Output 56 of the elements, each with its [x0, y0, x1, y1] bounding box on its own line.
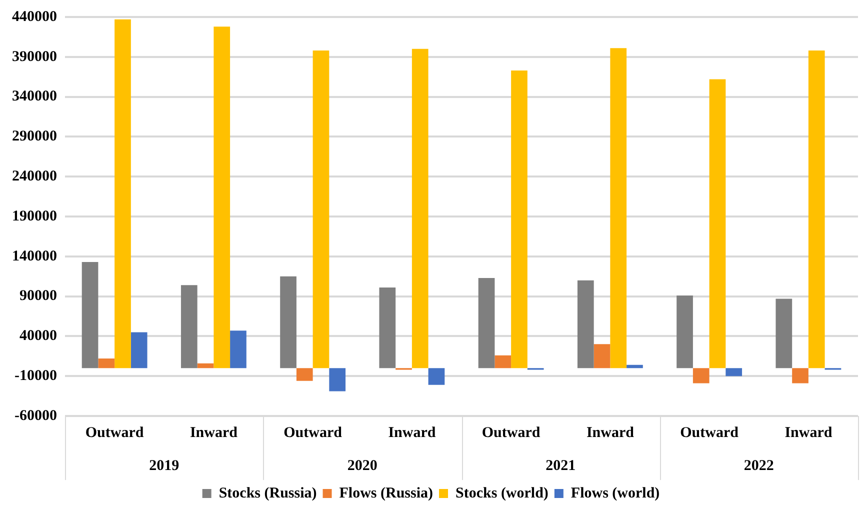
bar [312, 50, 330, 368]
bar [214, 26, 230, 368]
bar [610, 48, 627, 368]
y-tick-label: 440000 [12, 8, 57, 25]
bar [379, 288, 396, 368]
bar [726, 368, 742, 376]
bar [577, 280, 594, 368]
legend-label: Stocks (world) [456, 485, 548, 502]
y-tick-label: 40000 [20, 328, 57, 344]
bar [776, 298, 792, 368]
y-tick-label: -60000 [14, 408, 57, 424]
bar [329, 368, 346, 392]
bar [494, 355, 512, 368]
bar [808, 50, 825, 368]
bar [594, 344, 610, 368]
y-tick-label: 290000 [12, 128, 57, 145]
text: 2020 [347, 458, 378, 474]
bar [709, 79, 726, 368]
x-tick-label: Outward [85, 424, 144, 441]
bar [412, 48, 428, 368]
text: 2022 [744, 458, 774, 474]
bar [676, 296, 693, 368]
y-tick-label: 140000 [12, 248, 57, 264]
bar [180, 285, 198, 368]
y-tick-label: 390000 [12, 48, 57, 65]
bar [296, 368, 313, 381]
y-tick-label: 90000 [20, 288, 57, 304]
bar [230, 330, 246, 368]
x-tick-label: Outward [284, 424, 343, 441]
bar [692, 368, 710, 384]
bar [197, 363, 214, 368]
bar [98, 358, 115, 368]
bar [478, 278, 495, 368]
y-tick-label: 240000 [12, 168, 57, 184]
y-tick-label: 190000 [12, 208, 57, 224]
bar [130, 332, 148, 368]
x-tick-label: Inward [388, 424, 436, 441]
bar [428, 368, 445, 385]
x-tick-label: Outward [680, 424, 740, 441]
x-tick-label: Inward [190, 424, 238, 441]
x-tick-label: Inward [586, 424, 635, 441]
x-tick-label: Outward [482, 424, 541, 441]
bar [280, 276, 296, 368]
x-tick-label: Inward [784, 424, 833, 441]
legend-label: Stocks (Russia) [218, 485, 317, 502]
y-tick-label: 340000 [12, 88, 57, 105]
legend-label: Flows (Russia) [339, 485, 434, 502]
text: 2019 [149, 458, 180, 474]
bar [82, 262, 98, 368]
bar [792, 368, 808, 384]
bar [511, 70, 528, 368]
text: 2021 [546, 458, 576, 474]
y-tick-label: -10000 [14, 368, 57, 384]
bar [626, 364, 643, 368]
legend-label: Flows (world) [570, 485, 660, 502]
bar [114, 19, 131, 368]
